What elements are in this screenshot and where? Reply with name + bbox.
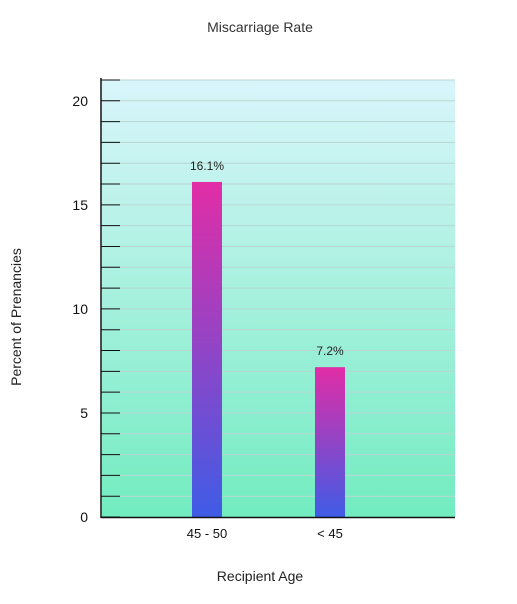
- bar: [315, 367, 345, 517]
- y-tick-label: 5: [80, 405, 88, 421]
- plot-background: [102, 80, 455, 518]
- bar-value-label: 7.2%: [316, 344, 344, 358]
- y-tick-label: 10: [72, 301, 88, 317]
- y-tick-label: 20: [72, 93, 88, 109]
- x-axis-ticks: 45 - 50 < 45: [187, 526, 343, 541]
- gridlines: [102, 79, 455, 497]
- y-axis-ticks: 0 5 10 15 20: [72, 79, 120, 525]
- y-tick-label: 15: [72, 197, 88, 213]
- bar-value-label: 16.1%: [190, 159, 224, 173]
- x-tick-label: 45 - 50: [187, 526, 227, 541]
- bar: [192, 181, 222, 517]
- x-axis-label: Recipient Age: [217, 568, 304, 584]
- bars: [192, 181, 345, 517]
- y-axis-label: Percent of Prenancies: [8, 248, 24, 386]
- x-tick-label: < 45: [317, 526, 343, 541]
- chart-title: Miscarriage Rate: [207, 19, 313, 35]
- y-tick-label: 0: [80, 509, 88, 525]
- data-labels: 16.1% 7.2%: [190, 159, 344, 358]
